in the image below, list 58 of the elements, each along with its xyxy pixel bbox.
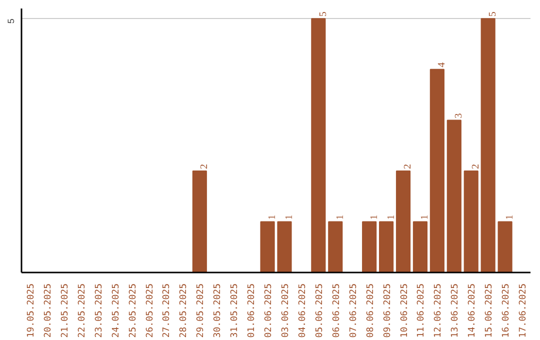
x-tick-label: 26.05.2025 [145, 283, 156, 338]
bar [192, 170, 207, 272]
x-tick-label: 31.05.2025 [230, 283, 240, 338]
bar [430, 68, 444, 272]
x-tick-label: 29.05.2025 [196, 283, 206, 338]
bar [498, 221, 512, 272]
bar [464, 170, 478, 272]
x-tick-label: 01.06.2025 [247, 283, 258, 338]
x-tick-label: 13.06.2025 [450, 283, 461, 338]
x-tick-label: 28.05.2025 [179, 283, 190, 338]
data-label: 2 [470, 164, 482, 169]
x-tick-label: 24.05.2025 [111, 283, 122, 338]
bar [328, 221, 343, 272]
bar [396, 170, 411, 272]
data-label: 2 [199, 164, 210, 169]
x-tick-label: 07.06.2025 [348, 283, 359, 338]
data-label: 4 [436, 62, 448, 68]
x-tick-label: 14.06.2025 [468, 283, 478, 338]
data-label: 5 [488, 12, 499, 17]
data-label: 5 [318, 12, 329, 17]
x-tick-label: 23.05.2025 [94, 283, 104, 338]
x-tick-label: 08.06.2025 [366, 283, 376, 338]
data-label: 1 [368, 214, 380, 220]
x-tick-label: 21.05.2025 [60, 283, 70, 338]
x-tick-label: 30.05.2025 [213, 283, 224, 338]
x-tick-label: 02.06.2025 [264, 283, 274, 338]
data-label: 1 [420, 214, 431, 220]
bar [362, 221, 377, 272]
data-label: 3 [454, 113, 465, 118]
data-label: 1 [267, 214, 278, 220]
x-tick-label: 17.06.2025 [518, 283, 529, 338]
x-tick-label: 22.05.2025 [77, 283, 88, 338]
x-tick-label: 27.05.2025 [162, 283, 172, 338]
x-tick-label: 03.06.2025 [280, 283, 291, 338]
x-tick-label: 25.05.2025 [128, 283, 138, 338]
data-label: 1 [284, 214, 295, 220]
x-tick-label: 16.06.2025 [502, 283, 512, 338]
data-label: 1 [334, 214, 346, 220]
bar [412, 221, 428, 272]
bar [277, 221, 292, 272]
bar [311, 18, 326, 272]
x-tick-label: 09.06.2025 [382, 283, 393, 338]
x-tick-label: 12.06.2025 [434, 283, 444, 338]
x-tick-label: 20.05.2025 [43, 283, 54, 338]
x-tick-label: 05.06.2025 [314, 283, 325, 338]
data-label: 1 [386, 214, 397, 220]
x-tick-label: 19.05.2025 [26, 283, 36, 338]
x-tick-label: 10.06.2025 [400, 283, 410, 338]
bar [480, 18, 496, 272]
data-label: 2 [402, 164, 414, 169]
bar [378, 221, 394, 272]
bar [446, 120, 462, 272]
data-label: 1 [504, 214, 516, 220]
bar [260, 221, 275, 272]
x-tick-label: 06.06.2025 [332, 283, 342, 338]
x-tick-label: 11.06.2025 [416, 283, 427, 338]
x-tick-label: 04.06.2025 [298, 283, 308, 338]
x-tick-label: 15.06.2025 [484, 283, 495, 338]
